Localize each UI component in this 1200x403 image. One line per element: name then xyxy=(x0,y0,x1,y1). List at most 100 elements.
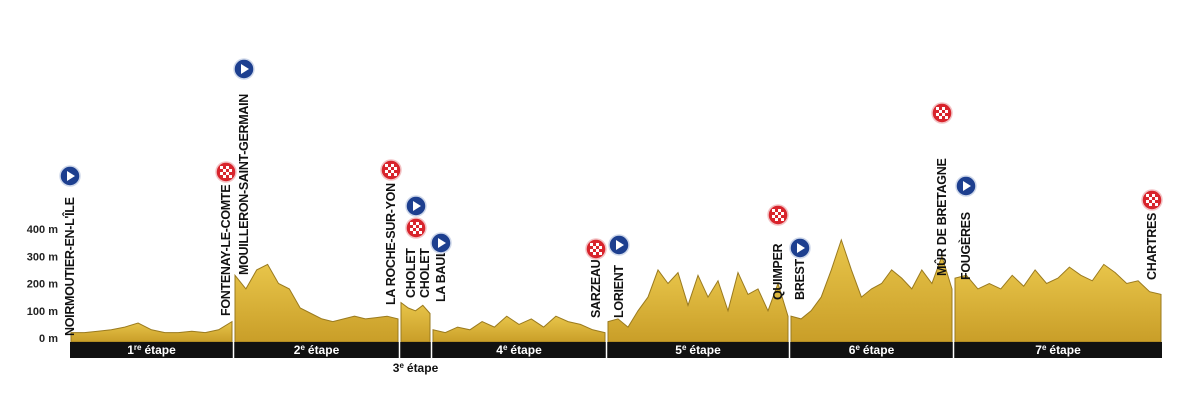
finish-check xyxy=(596,252,599,255)
finish-check xyxy=(945,107,948,110)
finish-check xyxy=(593,243,596,246)
place-icon xyxy=(215,161,237,183)
finish-check xyxy=(599,243,602,246)
place-label: QUIMPER xyxy=(771,243,785,300)
place-icon xyxy=(955,175,977,197)
finish-check xyxy=(388,167,391,170)
finish-check xyxy=(1149,200,1152,203)
stage-suffix: e xyxy=(300,343,305,352)
stage-number: 4 xyxy=(496,343,503,357)
place-label: BREST xyxy=(793,258,807,300)
stage-number: 2 xyxy=(294,343,301,357)
stage-word: étape xyxy=(510,343,542,357)
place-icon xyxy=(405,217,427,239)
stage-label: 3e étape xyxy=(393,361,439,375)
finish-check xyxy=(1155,197,1158,200)
place-label: FONTENAY-LE-COMTE xyxy=(219,185,233,316)
stage-suffix: e xyxy=(682,343,687,352)
stage-label: 2e étape xyxy=(294,343,340,357)
stage-bar xyxy=(432,342,606,358)
finish-check xyxy=(596,249,599,252)
stage-bar xyxy=(400,342,431,358)
finish-check xyxy=(413,228,416,231)
finish-check xyxy=(939,110,942,113)
finish-check xyxy=(772,218,775,221)
finish-check xyxy=(1152,194,1155,197)
finish-check xyxy=(419,222,422,225)
finish-check xyxy=(599,246,602,249)
start-arrow xyxy=(67,171,75,181)
stage-suffix: e xyxy=(399,361,404,370)
finish-check xyxy=(394,167,397,170)
place-icon xyxy=(789,237,811,259)
finish-check xyxy=(936,107,939,110)
finish-check xyxy=(416,228,419,231)
finish-check xyxy=(781,209,784,212)
stage-word: étape xyxy=(144,343,176,357)
stage-bar xyxy=(607,342,789,358)
finish-check xyxy=(1149,203,1152,206)
finish-check xyxy=(1155,200,1158,203)
finish-check xyxy=(781,215,784,218)
place-icon xyxy=(1141,189,1163,211)
place-label: CHOLET xyxy=(418,248,432,298)
finish-check xyxy=(413,225,416,228)
y-tick-label: 400 m xyxy=(27,224,58,236)
finish-check xyxy=(945,116,948,119)
stage-suffix: re xyxy=(134,343,142,352)
stage-label: 1re étape xyxy=(127,343,176,357)
stage-suffix: e xyxy=(1042,343,1047,352)
stage-word: étape xyxy=(1049,343,1081,357)
finish-check xyxy=(590,249,593,252)
stage-label: 7e étape xyxy=(1035,343,1081,357)
stage-bar xyxy=(790,342,953,358)
finish-check xyxy=(775,212,778,215)
finish-check xyxy=(388,173,391,176)
finish-check xyxy=(778,212,781,215)
place-icon xyxy=(767,204,789,226)
finish-check xyxy=(419,231,422,234)
finish-check xyxy=(599,252,602,255)
finish-check xyxy=(226,166,229,169)
finish-check xyxy=(229,169,232,172)
stage-number: 1 xyxy=(127,343,134,357)
finish-check xyxy=(416,225,419,228)
elevation-area xyxy=(954,263,1162,343)
place-label: SARZEAU xyxy=(589,259,603,318)
finish-check xyxy=(394,173,397,176)
finish-check xyxy=(1146,200,1149,203)
finish-check xyxy=(410,231,413,234)
place-icon xyxy=(430,232,452,254)
finish-check xyxy=(945,110,948,113)
finish-check xyxy=(226,169,229,172)
y-tick-label: 200 m xyxy=(27,279,58,291)
start-arrow xyxy=(797,243,805,253)
elevation-area xyxy=(790,238,953,343)
stage-suffix: e xyxy=(503,343,508,352)
place-label: CHARTRES xyxy=(1145,213,1159,280)
place-label: LORIENT xyxy=(612,265,626,318)
finish-check xyxy=(419,228,422,231)
place-label: CHOLET xyxy=(404,248,418,298)
finish-check xyxy=(1155,194,1158,197)
finish-check xyxy=(1146,194,1149,197)
finish-check xyxy=(391,170,394,173)
place-icon xyxy=(59,165,81,187)
place-icon xyxy=(405,195,427,217)
elevation-area xyxy=(607,268,789,343)
stage-bar xyxy=(234,342,399,358)
place-icon xyxy=(608,234,630,256)
y-tick-label: 0 m xyxy=(39,333,58,345)
place-label: NOIRMOUTIER-EN-L'ÎLE xyxy=(62,197,77,336)
finish-check xyxy=(223,172,226,175)
finish-check xyxy=(385,164,388,167)
finish-check xyxy=(778,218,781,221)
finish-check xyxy=(391,167,394,170)
finish-check xyxy=(229,172,232,175)
stage-label: 4e étape xyxy=(496,343,542,357)
finish-check xyxy=(942,113,945,116)
finish-check xyxy=(599,249,602,252)
stage-word: étape xyxy=(863,343,895,357)
finish-check xyxy=(223,169,226,172)
finish-check xyxy=(220,172,223,175)
